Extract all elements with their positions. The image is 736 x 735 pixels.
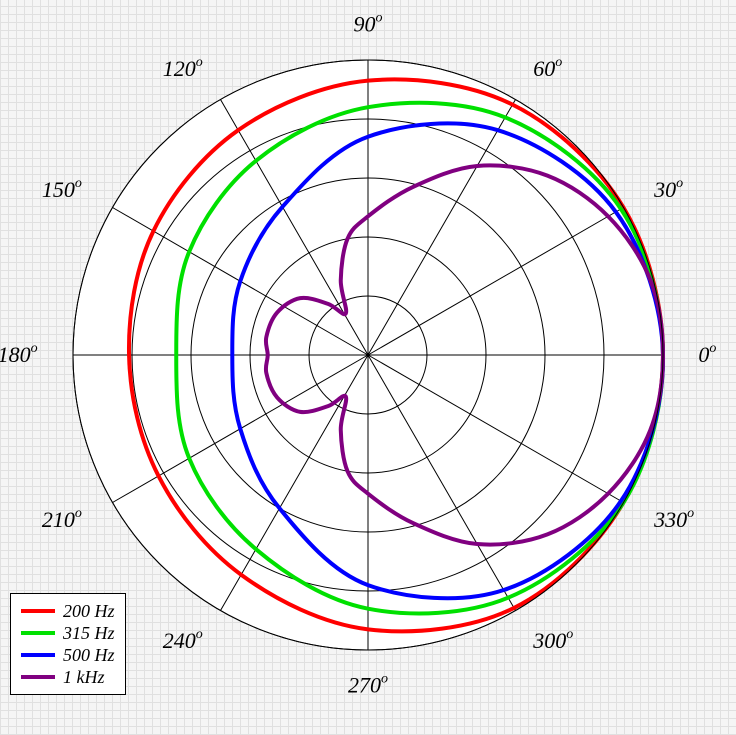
legend-row: 200 Hz	[21, 600, 115, 622]
angle-label: 210o	[42, 506, 82, 532]
legend-row: 500 Hz	[21, 644, 115, 666]
legend-label: 200 Hz	[63, 601, 115, 622]
angle-label: 120o	[163, 55, 203, 81]
legend: 200 Hz315 Hz500 Hz1 kHz	[10, 593, 126, 695]
legend-swatch	[21, 631, 55, 635]
angle-label: 180o	[0, 341, 38, 367]
legend-label: 315 Hz	[63, 623, 115, 644]
angle-label: 90o	[354, 11, 383, 37]
angle-label: 300o	[532, 627, 573, 653]
legend-swatch	[21, 609, 55, 613]
angle-label: 330o	[653, 506, 694, 532]
angle-label: 240o	[163, 627, 203, 653]
legend-swatch	[21, 653, 55, 657]
legend-swatch	[21, 675, 55, 679]
angle-label: 0o	[698, 341, 716, 367]
legend-row: 1 kHz	[21, 666, 115, 688]
legend-label: 1 kHz	[63, 667, 105, 688]
angle-label: 270o	[348, 671, 388, 697]
legend-label: 500 Hz	[63, 645, 115, 666]
angle-label: 60o	[533, 55, 562, 81]
angle-label: 30o	[653, 176, 683, 202]
legend-row: 315 Hz	[21, 622, 115, 644]
angle-label: 150o	[42, 176, 82, 202]
